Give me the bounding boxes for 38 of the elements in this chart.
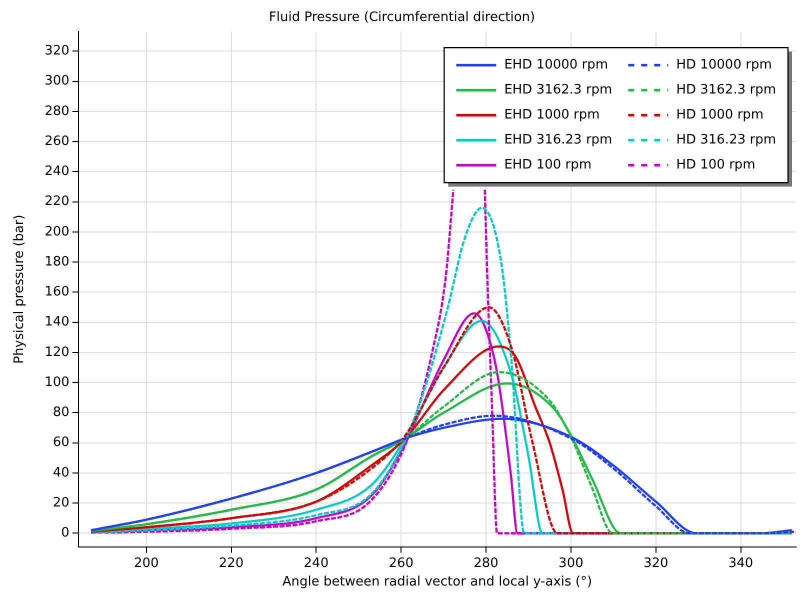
y-tick-label: 100 <box>44 374 70 390</box>
x-tick-label: 340 <box>728 556 754 571</box>
x-tick-label: 240 <box>304 556 329 571</box>
y-tick-label: 40 <box>52 465 70 480</box>
y-tick-label: 240 <box>44 164 70 180</box>
legend-label: HD 3162.3 rpm <box>676 82 776 98</box>
legend-label: HD 316.23 rpm <box>676 132 776 148</box>
y-tick-label: 80 <box>52 405 70 420</box>
y-tick-label: 200 <box>44 224 70 240</box>
x-tick-label: 300 <box>558 556 584 571</box>
legend-label: HD 100 rpm <box>676 157 756 172</box>
x-tick-label: 280 <box>474 556 498 571</box>
x-tick-label: 320 <box>643 556 668 571</box>
y-tick-label: 300 <box>44 74 70 89</box>
y-tick-label: 120 <box>44 344 70 360</box>
legend-label: HD 10000 rpm <box>676 57 772 72</box>
y-axis-title: Physical pressure (bar) <box>12 214 28 364</box>
y-tick-label: 220 <box>44 194 70 210</box>
legend-label: EHD 10000 rpm <box>504 57 608 72</box>
y-tick-label: 180 <box>44 254 70 270</box>
legend-label: EHD 316.23 rpm <box>504 132 612 148</box>
y-tick-label: 20 <box>52 495 70 510</box>
y-tick-label: 320 <box>44 44 70 59</box>
y-tick-label: 280 <box>44 104 70 119</box>
x-tick-label: 220 <box>218 556 244 571</box>
x-tick-label: 200 <box>134 556 159 571</box>
legend-label: HD 1000 rpm <box>676 107 764 122</box>
legend-label: EHD 100 rpm <box>504 157 592 172</box>
legend-label: EHD 1000 rpm <box>504 107 600 122</box>
y-tick-label: 0 <box>61 526 70 541</box>
legend-label: EHD 3162.3 rpm <box>504 82 612 98</box>
y-tick-label: 60 <box>52 435 70 450</box>
y-tick-label: 140 <box>44 314 70 330</box>
x-tick-label: 260 <box>388 556 414 571</box>
y-tick-label: 160 <box>44 284 70 300</box>
y-tick-label: 260 <box>44 134 70 149</box>
chart-title: Fluid Pressure (Circumferential direction) <box>268 10 536 26</box>
x-axis-title: Angle between radial vector and local y-axis (°) <box>282 574 592 590</box>
